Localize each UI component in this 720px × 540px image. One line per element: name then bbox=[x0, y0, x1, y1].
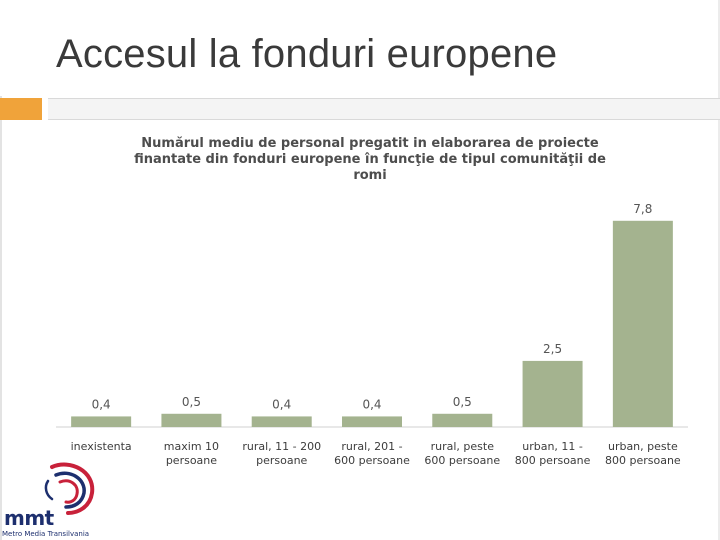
category-label: rural, peste bbox=[431, 440, 495, 453]
header-divider-bar bbox=[48, 98, 720, 120]
data-label: 7,8 bbox=[633, 202, 652, 216]
category-label: persoane bbox=[256, 454, 307, 467]
data-label: 0,5 bbox=[453, 395, 472, 409]
logo-mark: mmt bbox=[4, 506, 54, 530]
chart-title: Numărul mediu de personal pregatit in el… bbox=[120, 136, 620, 184]
category-label: urban, 11 - bbox=[522, 440, 583, 453]
mmt-logo-icon bbox=[44, 462, 95, 515]
data-label: 0,4 bbox=[92, 397, 111, 411]
bar bbox=[71, 416, 132, 427]
category-label: 600 persoane bbox=[424, 454, 500, 467]
category-label: rural, 201 - bbox=[341, 440, 402, 453]
data-label: 0,4 bbox=[362, 397, 381, 411]
logo-subtitle: Metro Media Transilvania bbox=[2, 530, 90, 538]
bar bbox=[251, 416, 312, 427]
chart-title-line: romi bbox=[353, 168, 387, 183]
category-label: persoane bbox=[166, 454, 217, 467]
category-label: maxim 10 bbox=[164, 440, 219, 453]
slide-title: Accesul la fonduri europene bbox=[56, 32, 558, 76]
bar bbox=[522, 360, 583, 427]
category-label: 600 persoane bbox=[334, 454, 410, 467]
data-label: 2,5 bbox=[543, 342, 562, 356]
data-label: 0,5 bbox=[182, 395, 201, 409]
left-edge-line bbox=[0, 96, 2, 540]
accent-block bbox=[0, 98, 42, 120]
data-label: 0,4 bbox=[272, 397, 291, 411]
category-label: urban, peste bbox=[608, 440, 678, 453]
bar bbox=[161, 413, 222, 427]
category-label: inexistenta bbox=[71, 440, 132, 453]
right-edge-line bbox=[718, 0, 720, 540]
bar bbox=[612, 220, 673, 427]
chart-title-line: finantate din fonduri europene în funcţi… bbox=[134, 152, 606, 167]
bar bbox=[342, 416, 402, 427]
chart-title-line: Numărul mediu de personal pregatit in el… bbox=[141, 136, 599, 151]
category-label: 800 persoane bbox=[515, 454, 591, 467]
bar bbox=[432, 413, 493, 427]
category-label: 800 persoane bbox=[605, 454, 681, 467]
category-label: rural, 11 - 200 bbox=[242, 440, 321, 453]
